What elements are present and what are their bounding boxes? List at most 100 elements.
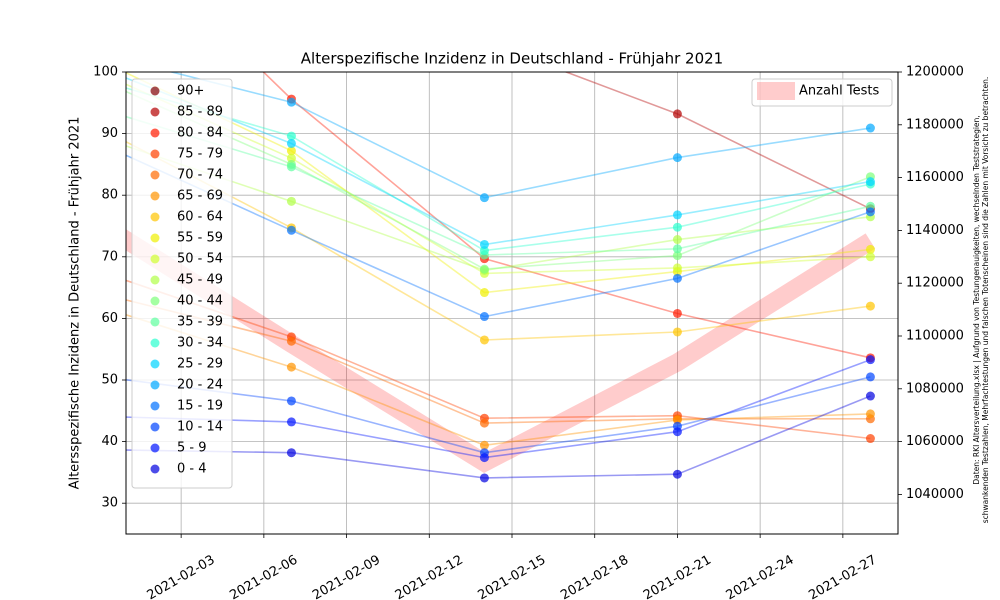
legend-marker [150,86,160,96]
legend-marker [150,443,160,453]
data-point [286,448,296,458]
data-point [672,469,682,479]
legend-marker [150,233,160,243]
legend-label: 65 - 69 [177,189,223,204]
legend-label: 45 - 49 [177,273,223,288]
y2-tick-label: 1120000 [906,276,964,291]
data-point [672,327,682,337]
data-point [672,244,682,254]
data-point [672,415,682,425]
data-point [286,131,296,141]
legend-marker [150,170,160,180]
data-point [672,427,682,437]
data-point [286,153,296,163]
y-tick-label: 40 [101,434,118,449]
y-tick-label: 60 [101,311,118,326]
legend-label: 75 - 79 [177,147,223,162]
data-point [672,251,682,261]
legend-label: 35 - 39 [177,315,223,330]
data-point [865,355,875,365]
data-point [865,372,875,382]
legend-marker [150,275,160,285]
legend: 90+ 85 - 89 80 - 84 75 - 79 70 - 74 65 - 69 60… [131,78,893,489]
legend-label: 20 - 24 [177,378,223,393]
y-axis-label: Altersspezifische Inzidenz in Deutschlan… [68,117,83,490]
data-point [479,440,489,450]
data-point [672,222,682,232]
y2-tick-label: 1180000 [906,117,964,132]
legend-label: 85 - 89 [177,105,223,120]
data-point [865,123,875,133]
legend-label: 60 - 64 [177,210,223,225]
legend-marker [150,128,160,138]
legend-marker [150,464,160,474]
y-tick-label: 50 [101,373,118,388]
data-point [479,453,489,463]
legend-label: 80 - 84 [177,126,223,141]
data-point [286,417,296,427]
data-point [286,362,296,372]
y-tick-label: 90 [101,126,118,141]
legend-marker [150,359,160,369]
legend-label: 15 - 19 [177,399,223,414]
data-point [672,210,682,220]
data-point [286,146,296,156]
data-point [286,196,296,206]
chart-title: Alterspezifische Inzidenz in Deutschland… [301,50,723,68]
data-point [672,263,682,273]
y2-tick-label: 1140000 [906,223,964,238]
y2-tick-label: 1080000 [906,381,964,396]
data-point [286,225,296,235]
data-point [865,434,875,444]
data-point [479,193,489,203]
legend-marker [150,380,160,390]
data-point [479,264,489,274]
data-point [479,239,489,249]
legend-label: 40 - 44 [177,294,223,309]
y2-tick-label: 1200000 [906,65,964,80]
legend-label: 50 - 54 [177,252,223,267]
data-point [479,418,489,428]
data-point [479,335,489,345]
source-note: Daten: RKI Altersverteilung.xlsx | Aufgr… [972,115,981,484]
legend-box [751,78,893,107]
legend-label: 90+ [177,84,204,99]
data-point [286,97,296,107]
legend-marker [150,317,160,327]
series-line [563,72,871,210]
data-point [672,308,682,318]
data-point [865,207,875,217]
data-point [865,244,875,254]
data-point [286,396,296,406]
data-point [286,336,296,346]
data-point [672,109,682,119]
legend-label: 25 - 29 [177,357,223,372]
data-point [479,312,489,322]
legend-label: 70 - 74 [177,168,223,183]
data-point [865,391,875,401]
y2-tick-label: 1060000 [906,434,964,449]
legend-label: 30 - 34 [177,336,223,351]
data-point [479,288,489,298]
data-point [286,162,296,172]
legend-label: 55 - 59 [177,231,223,246]
data-point [286,138,296,148]
legend-marker [150,212,160,222]
legend-label: 5 - 9 [177,441,207,456]
y-tick-label: 30 [101,496,118,511]
legend-label: 10 - 14 [177,420,223,435]
legend-marker [150,296,160,306]
grid [126,71,898,534]
legend-marker [150,338,160,348]
data-point [865,409,875,419]
y-tick-label: 70 [101,249,118,264]
data-point [672,235,682,245]
data-point [672,153,682,163]
y2-tick-label: 1100000 [906,329,964,344]
y-tick-label: 100 [93,65,118,80]
y-tick-label: 80 [101,188,118,203]
source-note: schwankenden Testzahlen, Mehrfachtestung… [981,77,990,523]
y2-tick-label: 1040000 [906,487,964,502]
legend-marker [150,254,160,264]
